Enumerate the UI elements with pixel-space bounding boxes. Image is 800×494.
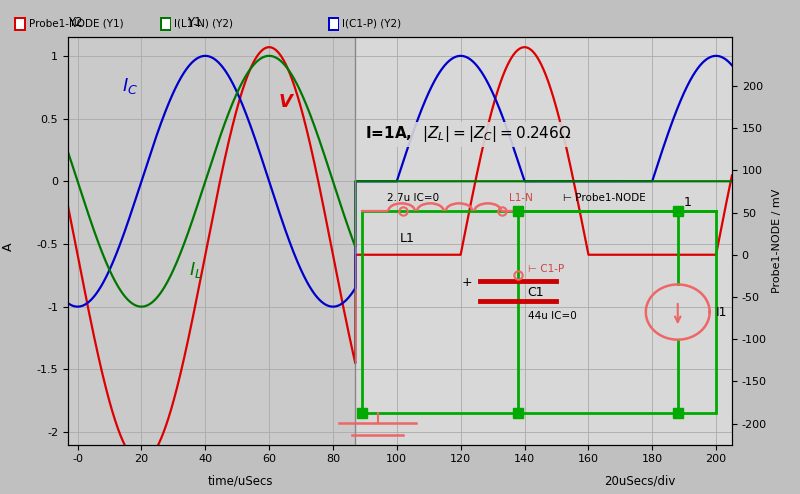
Y-axis label: Probe1-NODE / mV: Probe1-NODE / mV xyxy=(773,189,782,293)
Text: C1: C1 xyxy=(528,286,544,299)
Text: A: A xyxy=(2,243,14,251)
Text: 20uSecs/div: 20uSecs/div xyxy=(604,474,676,487)
Text: L1-N: L1-N xyxy=(509,193,533,203)
Text: I1: I1 xyxy=(716,306,727,319)
Text: $I_L$: $I_L$ xyxy=(190,260,203,280)
Text: L1: L1 xyxy=(400,232,415,245)
Text: +: + xyxy=(462,276,472,289)
Bar xyxy=(355,37,732,445)
Text: 1: 1 xyxy=(684,196,692,209)
Text: 44u IC=0: 44u IC=0 xyxy=(528,311,577,321)
Text: Y1: Y1 xyxy=(187,16,202,29)
Text: V: V xyxy=(278,93,293,111)
Text: ⊢ C1-P: ⊢ C1-P xyxy=(528,264,564,274)
Text: I(L1-N) (Y2): I(L1-N) (Y2) xyxy=(174,19,234,29)
Text: Y2: Y2 xyxy=(68,16,82,29)
Bar xyxy=(362,211,716,413)
Text: $I_C$: $I_C$ xyxy=(122,76,138,96)
Text: I(C1-P) (Y2): I(C1-P) (Y2) xyxy=(342,19,402,29)
Text: 2.7u IC=0: 2.7u IC=0 xyxy=(387,193,439,203)
Text: ⊢ Probe1-NODE: ⊢ Probe1-NODE xyxy=(563,193,646,203)
Text: time/uSecs: time/uSecs xyxy=(207,474,273,487)
Text: I=1A,  $|Z_L|=|Z_C|=0.246\Omega$: I=1A, $|Z_L|=|Z_C|=0.246\Omega$ xyxy=(365,124,571,144)
Text: Probe1-NODE (Y1): Probe1-NODE (Y1) xyxy=(29,19,123,29)
